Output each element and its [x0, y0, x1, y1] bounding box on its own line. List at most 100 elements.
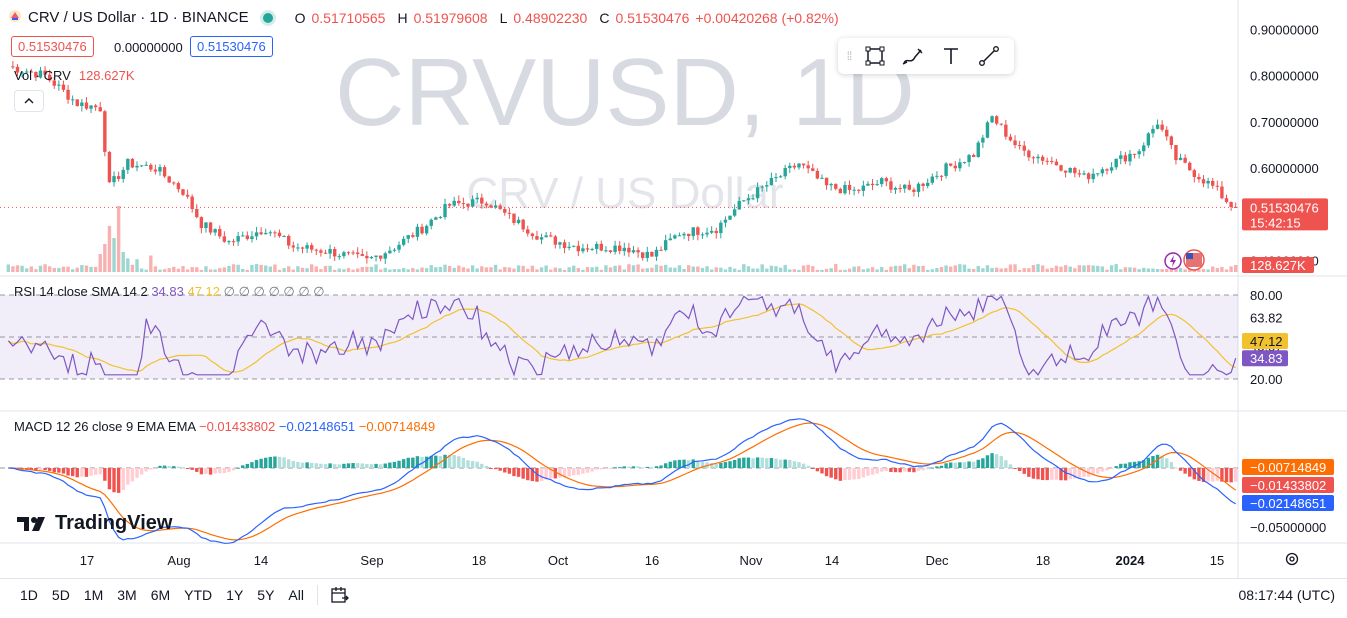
candle-body	[801, 163, 806, 166]
candle-body	[245, 235, 250, 239]
range-6m-button[interactable]: 6M	[150, 587, 171, 603]
spread-value: 0.00000000	[114, 40, 183, 55]
candle-body	[903, 184, 907, 189]
volume-bar	[1114, 264, 1118, 272]
range-1m-button[interactable]: 1M	[83, 587, 104, 603]
macd-histogram-bar	[916, 468, 921, 471]
macd-histogram-bar	[1004, 460, 1008, 468]
range-ytd-button[interactable]: YTD	[184, 587, 213, 603]
macd-histogram-bar	[484, 465, 489, 468]
volume-bar	[365, 266, 369, 272]
macd-histogram-bar	[732, 459, 737, 468]
low-label: L	[499, 9, 508, 26]
macd-histogram-bar	[746, 457, 751, 468]
volume-bar	[907, 268, 912, 272]
volume-bar	[990, 267, 994, 272]
candle-body	[544, 235, 548, 238]
candle-body	[47, 74, 52, 81]
candle-body	[126, 158, 130, 170]
candle-body	[218, 229, 222, 237]
candle-body	[912, 189, 916, 192]
range-5y-button[interactable]: 5Y	[257, 587, 275, 603]
range-1y-button[interactable]: 1Y	[226, 587, 244, 603]
volume-legend[interactable]: Vol · CRV 128.627K	[14, 68, 135, 83]
candle-body	[751, 198, 755, 200]
brush-tool-button[interactable]	[894, 40, 932, 72]
candle-body	[857, 189, 861, 191]
candle-body	[291, 245, 296, 248]
macd-legend[interactable]: MACD 12 26 close 9 EMA EMA −0.01433802 −…	[14, 419, 435, 434]
macd-histogram-bar	[801, 463, 806, 468]
candle-body	[369, 256, 374, 259]
volume-bar	[857, 266, 861, 272]
candle-body	[921, 183, 925, 186]
candle-body	[103, 111, 107, 152]
symbol-title[interactable]: CRV / US Dollar · 1D · BINANCE	[28, 9, 249, 26]
volume-bar	[700, 267, 705, 272]
volume-bar	[411, 268, 415, 272]
trendline-tool-button[interactable]	[970, 40, 1008, 72]
macd-histogram-bar	[149, 468, 153, 470]
range-5d-button[interactable]: 5D	[51, 587, 70, 603]
volume-bar	[1165, 268, 1169, 272]
candle-body	[282, 236, 286, 238]
candle-body	[668, 238, 672, 241]
candle-body	[783, 168, 787, 177]
range-all-button[interactable]: All	[288, 587, 304, 603]
candle-body	[328, 249, 332, 254]
compare-date-range-button[interactable]	[324, 585, 356, 605]
rectangle-tool-button[interactable]	[856, 40, 894, 72]
macd-histogram-bar	[268, 456, 273, 468]
range-3m-button[interactable]: 3M	[117, 587, 137, 603]
settings-gear-icon[interactable]	[1284, 551, 1300, 567]
time-axis-label: Sep	[360, 553, 383, 568]
volume-bar	[438, 266, 443, 272]
macd-histogram-bar	[944, 463, 948, 468]
volume-bar	[898, 265, 902, 272]
range-1d-button[interactable]: 1D	[20, 587, 38, 603]
toolbar-drag-handle[interactable]: ⁞⁞	[846, 49, 853, 63]
candle-body	[1211, 180, 1215, 186]
volume-bar	[668, 267, 672, 272]
macd-hist-tag	[1242, 477, 1334, 493]
candle-body	[1017, 145, 1022, 147]
macd-histogram-bar	[765, 458, 769, 468]
macd-histogram-bar	[66, 468, 70, 476]
buy-button[interactable]: 0.51530476	[190, 36, 273, 57]
volume-bar	[751, 268, 755, 272]
macd-histogram-bar	[1224, 468, 1229, 483]
rsi-legend[interactable]: RSI 14 close SMA 14 2 34.83 47.12 ∅ ∅ ∅ …	[14, 284, 325, 300]
macd-histogram-bar	[374, 463, 378, 468]
macd-line	[8, 418, 1237, 544]
macd-signal-tag-value: −0.00714849	[1250, 460, 1326, 475]
macd-histogram-bar	[755, 457, 760, 468]
volume-bar	[241, 268, 245, 272]
volume-bar	[663, 264, 668, 272]
sell-button[interactable]: 0.51530476	[11, 36, 94, 57]
candle-body	[893, 188, 898, 190]
macd-histogram-bar	[1211, 468, 1215, 482]
macd-histogram-bar	[1045, 468, 1049, 481]
macd-axis-label: −0.05000000	[1250, 520, 1326, 535]
volume-bar	[1142, 267, 1146, 272]
candle-body	[696, 227, 700, 235]
candle-body	[1215, 185, 1220, 187]
rsi-sma-tag	[1242, 333, 1288, 350]
volume-bar	[622, 269, 626, 272]
text-tool-button[interactable]	[932, 40, 970, 72]
candle-body	[273, 232, 277, 234]
tradingview-brand[interactable]: TradingView	[17, 512, 172, 535]
volume-bar	[208, 269, 213, 272]
chart-canvas[interactable]: CRVUSD, 1D CRV / US Dollar 0.90000000 0.800…	[0, 0, 1347, 578]
volume-bar	[962, 264, 967, 272]
volume-bar	[1031, 265, 1036, 272]
macd-histogram-bar	[80, 468, 84, 477]
volume-bar	[126, 258, 130, 272]
utc-clock[interactable]: 08:17:44 (UTC)	[1238, 587, 1335, 603]
collapse-legend-button[interactable]	[14, 90, 44, 112]
candle-body	[452, 200, 456, 206]
volume-bar	[369, 266, 374, 272]
candle-body	[20, 72, 24, 74]
macd-histogram-bar	[84, 468, 89, 477]
volume-bar	[916, 266, 921, 272]
